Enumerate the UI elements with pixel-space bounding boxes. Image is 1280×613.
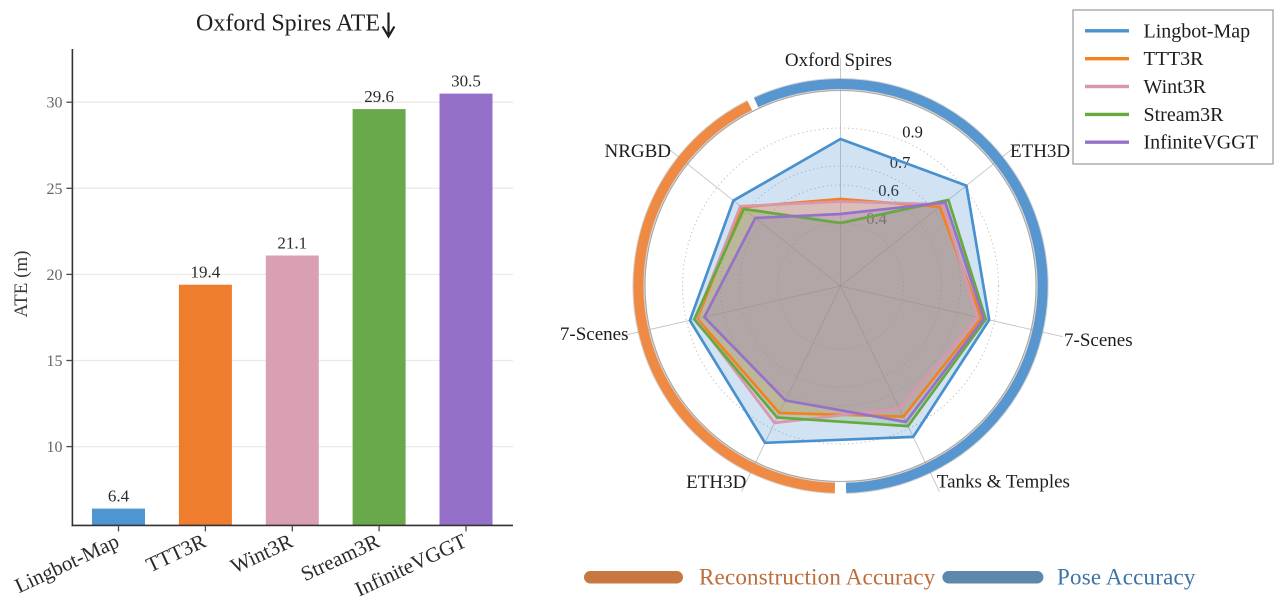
svg-text:21.1: 21.1 xyxy=(277,234,307,253)
svg-text:29.6: 29.6 xyxy=(364,87,394,106)
svg-text:0.6: 0.6 xyxy=(878,181,899,200)
svg-text:30: 30 xyxy=(47,95,63,112)
svg-text:7-Scenes: 7-Scenes xyxy=(1064,330,1133,351)
svg-text:Lingbot-Map: Lingbot-Map xyxy=(1144,20,1251,42)
svg-text:20: 20 xyxy=(47,267,63,284)
svg-text:6.4: 6.4 xyxy=(108,487,130,506)
svg-text:Tanks & Temples: Tanks & Temples xyxy=(937,472,1070,493)
svg-text:Reconstruction Accuracy: Reconstruction Accuracy xyxy=(699,565,936,590)
svg-text:25: 25 xyxy=(47,181,63,198)
svg-text:30.5: 30.5 xyxy=(451,72,481,91)
svg-text:Wint3R: Wint3R xyxy=(1144,76,1207,98)
svg-text:7-Scenes: 7-Scenes xyxy=(560,324,629,345)
svg-text:ATE (m): ATE (m) xyxy=(11,250,32,317)
svg-text:InfiniteVGGT: InfiniteVGGT xyxy=(1144,132,1258,154)
svg-text:TTT3R: TTT3R xyxy=(1144,48,1205,70)
svg-text:ETH3D: ETH3D xyxy=(686,472,746,493)
svg-text:10: 10 xyxy=(47,439,63,456)
svg-text:Oxford Spires: Oxford Spires xyxy=(785,50,892,71)
svg-text:Pose Accuracy: Pose Accuracy xyxy=(1057,565,1196,590)
svg-text:Oxford Spires ATE: Oxford Spires ATE xyxy=(196,11,380,37)
svg-text:ETH3D: ETH3D xyxy=(1010,141,1070,162)
svg-text:Stream3R: Stream3R xyxy=(1144,104,1225,126)
svg-text:15: 15 xyxy=(47,353,63,370)
svg-text:0.9: 0.9 xyxy=(902,123,923,142)
svg-text:NRGBD: NRGBD xyxy=(604,141,671,162)
svg-text:19.4: 19.4 xyxy=(191,263,221,282)
